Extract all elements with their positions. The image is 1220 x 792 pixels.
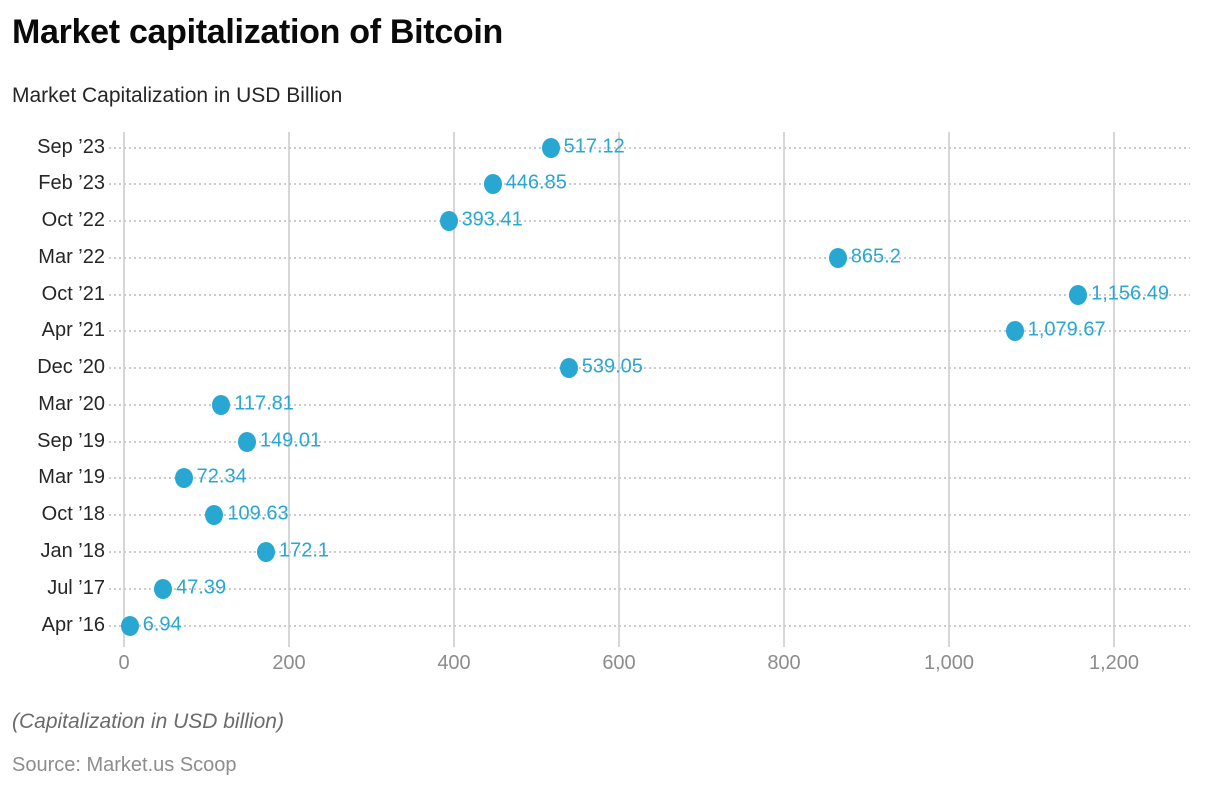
category-label: Oct ’21 [41, 282, 105, 305]
data-point-dot[interactable] [483, 174, 502, 195]
x-gridline [1113, 132, 1115, 647]
row-dotted-line [109, 367, 1190, 370]
row-dotted-line [109, 293, 1190, 296]
row-dotted-line [109, 550, 1190, 553]
row-dotted-line [109, 624, 1190, 627]
row-dotted-line [109, 256, 1190, 259]
data-point-dot[interactable] [541, 137, 560, 158]
category-label: Mar ’20 [38, 392, 105, 415]
row-dotted-line [109, 330, 1190, 333]
x-tick-label: 1,200 [1088, 652, 1140, 674]
x-gridline [948, 132, 950, 647]
x-tick-label: 800 [767, 652, 801, 674]
x-gridline [453, 132, 455, 647]
category-label: Jan ’18 [40, 540, 106, 563]
x-tick-label: 200 [272, 652, 306, 674]
category-label: Apr ’21 [41, 319, 105, 342]
x-gridline [783, 132, 785, 647]
category-label: Feb ’23 [38, 172, 105, 195]
data-point-dot[interactable] [154, 578, 173, 599]
value-label: 517.12 [563, 135, 625, 158]
data-point-dot[interactable] [1069, 284, 1088, 305]
data-point-dot[interactable] [1005, 321, 1024, 342]
x-gridline [288, 132, 290, 647]
row-dotted-line [109, 514, 1190, 517]
row-dotted-line [109, 220, 1190, 223]
value-label: 109.63 [227, 502, 289, 525]
x-tick-label: 1,000 [923, 652, 975, 674]
data-point-dot[interactable] [256, 541, 275, 562]
category-label: Sep ’19 [37, 429, 105, 452]
row-dotted-line [109, 587, 1190, 590]
data-point-dot[interactable] [212, 394, 231, 415]
value-label: 446.85 [505, 171, 567, 194]
category-label: Sep ’23 [37, 135, 105, 158]
value-label: 172.1 [278, 539, 330, 562]
category-label: Oct ’18 [41, 503, 105, 526]
chart-subtitle: Market Capitalization in USD Billion [12, 84, 343, 107]
data-point-dot[interactable] [120, 615, 139, 636]
value-label: 539.05 [581, 355, 643, 378]
value-label: 117.81 [234, 392, 294, 415]
x-tick-label: 0 [118, 652, 130, 674]
category-label: Oct ’22 [41, 209, 105, 232]
row-dotted-line [109, 440, 1190, 443]
data-point-dot[interactable] [439, 211, 458, 232]
value-label: 1,156.49 [1091, 282, 1169, 305]
category-label: Jul ’17 [47, 576, 105, 599]
value-label: 72.34 [196, 466, 247, 489]
row-dotted-line [109, 183, 1190, 186]
x-tick-label: 400 [437, 652, 471, 674]
value-label: 393.41 [461, 208, 523, 231]
data-point-dot[interactable] [828, 247, 847, 268]
data-point-dot[interactable] [205, 505, 224, 526]
value-label: 47.39 [176, 576, 227, 599]
row-dotted-line [109, 146, 1190, 149]
source-credit: Source: Market.us Scoop [12, 754, 237, 776]
category-label: Dec ’20 [37, 356, 105, 379]
value-label: 6.94 [142, 613, 182, 636]
value-label: 865.2 [850, 245, 901, 268]
category-label: Apr ’16 [41, 613, 105, 636]
row-dotted-line [109, 477, 1190, 480]
data-point-dot[interactable] [237, 431, 256, 452]
value-label: 149.01 [259, 429, 322, 452]
category-label: Mar ’19 [38, 466, 105, 489]
chart-title: Market capitalization of Bitcoin [12, 13, 504, 51]
row-dotted-line [109, 403, 1190, 406]
x-gridline [618, 132, 620, 647]
data-point-dot[interactable] [174, 468, 193, 489]
chart-caption: (Capitalization in USD billion) [12, 710, 284, 733]
value-label: 1,079.67 [1027, 318, 1106, 341]
category-label: Mar ’22 [38, 245, 105, 268]
data-point-dot[interactable] [559, 358, 578, 379]
x-tick-label: 600 [602, 652, 636, 674]
x-gridline [123, 132, 125, 647]
